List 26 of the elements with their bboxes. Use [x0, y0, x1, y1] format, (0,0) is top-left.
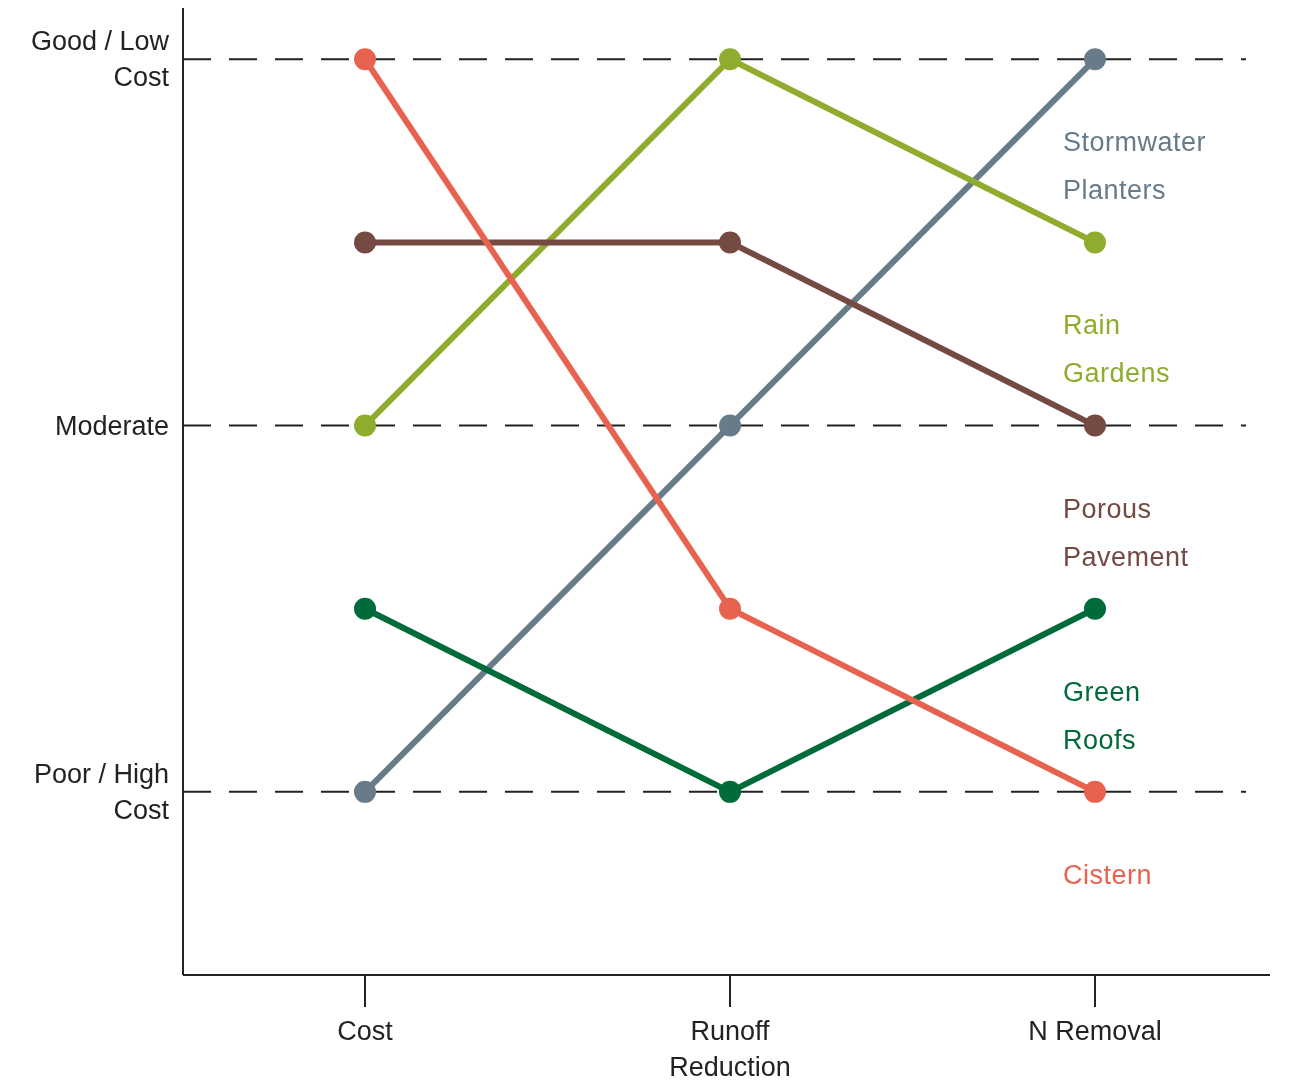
point — [719, 231, 741, 254]
point — [354, 597, 376, 620]
text: Cistern — [1063, 859, 1153, 890]
point — [354, 48, 376, 71]
ref-line-label: Good / Low Cost — [30, 26, 170, 93]
point — [719, 597, 741, 620]
x-tick-label: Cost — [337, 1016, 394, 1046]
point — [1084, 48, 1106, 71]
point — [719, 780, 741, 803]
ref-line-label: Moderate — [54, 410, 169, 441]
point — [1084, 231, 1106, 254]
x-tick-label: N Removal — [1028, 1016, 1162, 1046]
x-tick-label: Runoff Reduction — [669, 1016, 791, 1082]
point — [719, 48, 741, 71]
series-label: Stormwater Planters — [1063, 127, 1207, 206]
point — [354, 231, 376, 254]
point — [1084, 414, 1106, 437]
point — [1084, 597, 1106, 620]
point — [719, 414, 741, 437]
ref-line-label: Poor / High Cost — [33, 758, 170, 825]
point — [354, 780, 376, 803]
point — [1084, 780, 1106, 803]
text: Porous Pavement — [1063, 493, 1189, 572]
text: Rain Gardens — [1063, 310, 1171, 389]
series-label: Green Roofs — [1063, 676, 1141, 755]
point — [354, 414, 376, 437]
